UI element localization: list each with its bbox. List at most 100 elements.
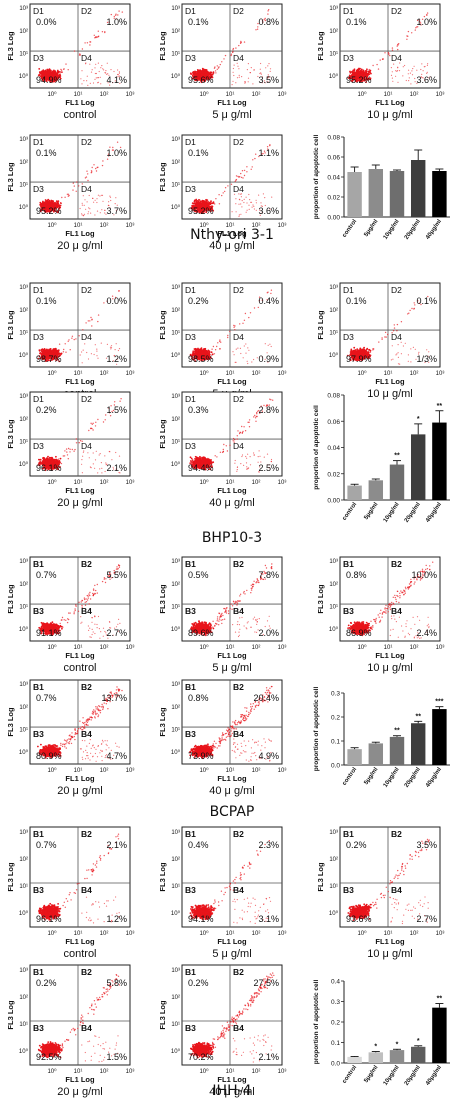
event-dot	[359, 348, 361, 350]
condition-label: 10 μ g/ml	[367, 388, 412, 400]
event-dot	[94, 354, 95, 355]
event-dot	[117, 142, 118, 143]
event-dot	[214, 68, 215, 69]
event-dot	[396, 353, 397, 354]
event-dot	[247, 347, 248, 348]
event-dot	[426, 14, 427, 15]
event-dot	[401, 353, 402, 354]
quadrant-percent-lr: 1.2%	[106, 354, 127, 364]
event-dot	[234, 325, 235, 326]
event-dot	[267, 10, 268, 11]
event-dot	[385, 332, 386, 333]
event-dot	[61, 203, 62, 204]
event-dot	[38, 68, 40, 70]
event-dot	[244, 175, 245, 176]
event-dot	[398, 43, 399, 44]
event-dot	[271, 290, 272, 291]
quadrant-percent-lr: 4.1%	[106, 75, 127, 85]
quadrant-label: D2	[233, 6, 244, 16]
event-dot	[394, 324, 395, 325]
event-dot	[254, 158, 255, 159]
event-dot	[101, 195, 102, 196]
event-dot	[427, 65, 428, 66]
event-dot	[370, 350, 372, 352]
event-dot	[227, 185, 228, 186]
event-dot	[232, 81, 233, 82]
event-dot	[392, 78, 393, 79]
quadrant-percent-ul: 0.1%	[346, 17, 367, 27]
x-axis-label: FL1 Log	[65, 98, 95, 107]
event-dot	[409, 77, 410, 78]
event-dot	[256, 200, 257, 201]
event-dot	[252, 83, 253, 84]
quadrant-percent-ul: 0.1%	[188, 17, 209, 27]
event-dot	[232, 211, 233, 212]
event-dot	[249, 209, 250, 210]
event-dot	[96, 349, 97, 350]
event-dot	[263, 193, 264, 194]
event-dot	[95, 64, 96, 65]
event-dot	[241, 206, 242, 207]
event-dot	[362, 349, 364, 351]
event-dot	[67, 194, 68, 195]
event-dot	[257, 29, 258, 30]
event-dot	[244, 41, 245, 42]
event-dot	[366, 349, 368, 351]
event-dot	[89, 208, 90, 209]
event-dot	[386, 336, 387, 337]
event-dot	[98, 314, 99, 315]
event-dot	[210, 200, 212, 202]
y-tick-label: 10³	[329, 285, 338, 291]
event-dot	[87, 201, 88, 202]
event-dot	[247, 210, 248, 211]
event-dot	[398, 352, 399, 353]
event-dot	[239, 77, 240, 78]
event-dot	[68, 341, 69, 342]
event-dot	[105, 70, 106, 71]
event-dot	[249, 199, 250, 200]
event-dot	[236, 175, 237, 176]
event-dot	[391, 359, 392, 360]
event-dot	[95, 344, 96, 345]
event-dot	[239, 323, 240, 324]
quadrant-percent-ll: 98.5%	[188, 354, 214, 364]
event-dot	[91, 72, 92, 73]
event-dot	[239, 75, 240, 76]
quadrant-percent-lr: 3.6%	[416, 75, 437, 85]
event-dot	[71, 338, 72, 339]
event-dot	[231, 54, 232, 55]
event-dot	[242, 170, 243, 171]
event-dot	[413, 308, 414, 309]
quadrant-percent-ll: 95.2%	[36, 206, 62, 216]
event-dot	[267, 292, 268, 293]
event-dot	[119, 348, 120, 349]
event-dot	[227, 335, 228, 336]
event-dot	[421, 63, 422, 64]
y-axis-label: FL3 Log	[316, 310, 325, 340]
quadrant-label: D2	[81, 137, 92, 147]
event-dot	[260, 69, 261, 70]
event-dot	[208, 350, 210, 352]
quadrant-percent-ur: 0.0%	[106, 296, 127, 306]
event-dot	[205, 199, 207, 201]
event-dot	[231, 184, 232, 185]
event-dot	[215, 72, 216, 73]
event-dot	[111, 347, 112, 348]
event-dot	[80, 208, 81, 209]
event-dot	[95, 168, 96, 169]
quadrant-percent-ll: 94.9%	[36, 75, 62, 85]
event-dot	[107, 344, 108, 345]
event-dot	[251, 202, 252, 203]
quadrant-label: D3	[185, 53, 196, 63]
event-dot	[251, 361, 252, 362]
x-axis-label: FL1 Log	[375, 98, 405, 107]
event-dot	[240, 173, 241, 174]
event-dot	[248, 350, 249, 351]
event-dot	[408, 70, 409, 71]
event-dot	[214, 353, 215, 354]
event-dot	[61, 71, 63, 73]
event-dot	[107, 63, 108, 64]
event-dot	[363, 71, 365, 73]
event-dot	[245, 353, 246, 354]
